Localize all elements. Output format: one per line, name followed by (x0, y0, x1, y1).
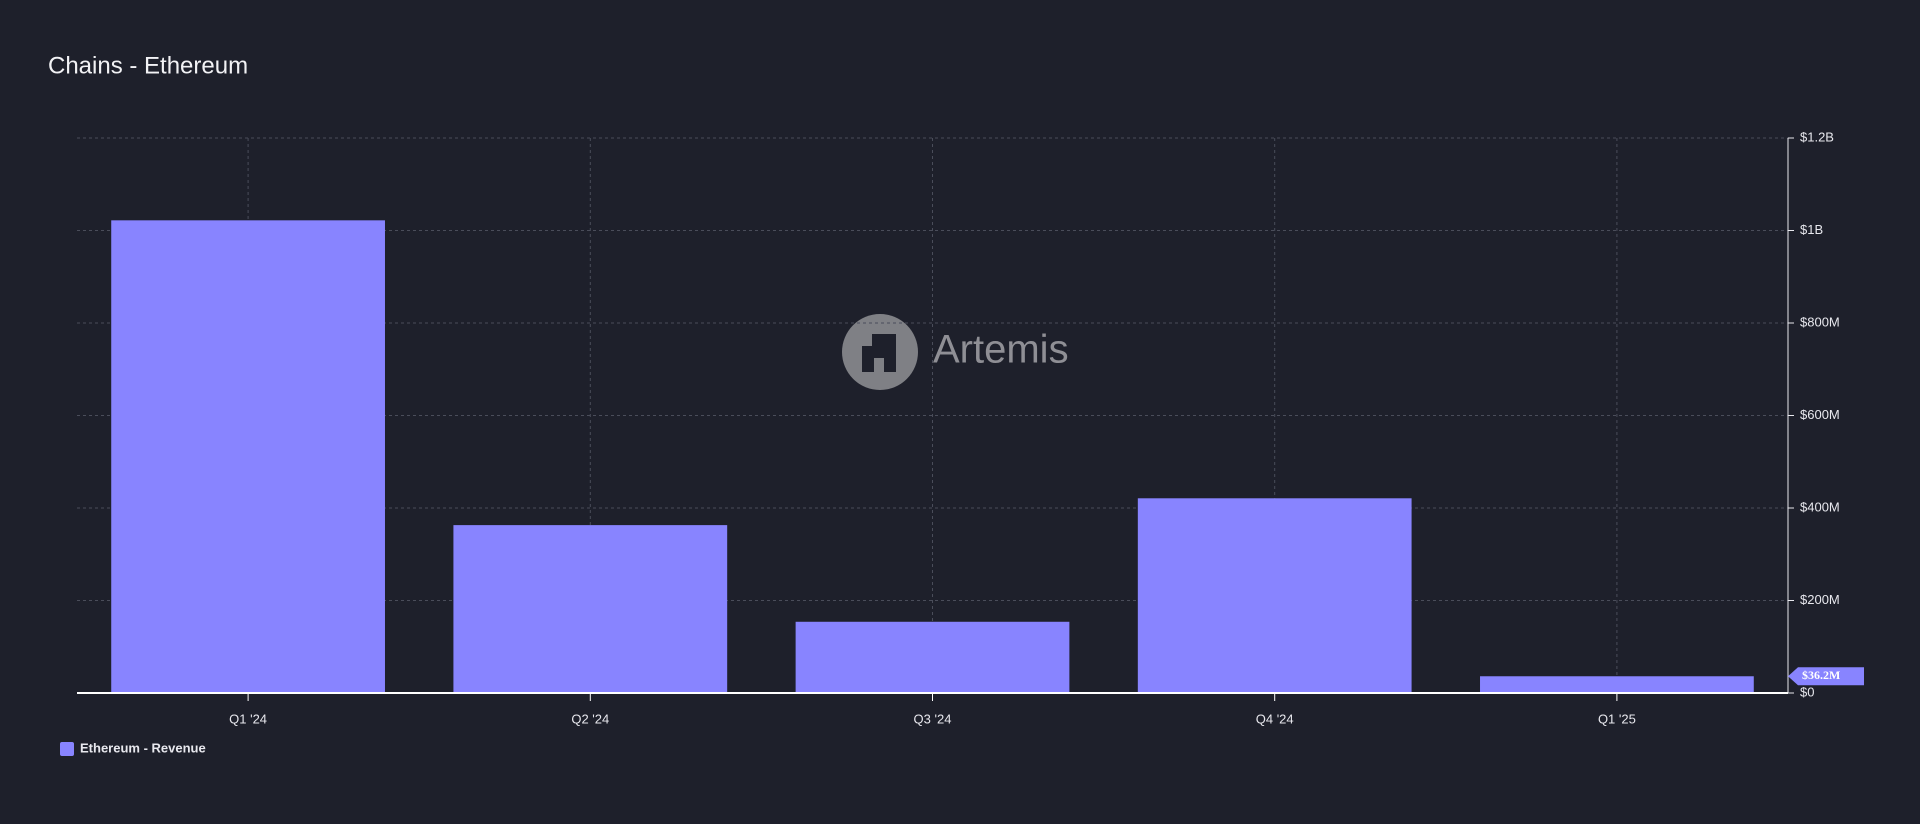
y-tick-label: $1.2B (1800, 129, 1834, 144)
y-tick-label: $600M (1800, 407, 1840, 422)
y-tick-label: $800M (1800, 314, 1840, 329)
chart-title: Chains - Ethereum (48, 52, 248, 79)
bar (1137, 498, 1412, 693)
value-label: $36.2M (1802, 668, 1840, 682)
legend-label: Ethereum - Revenue (80, 740, 206, 755)
x-tick-label: Q1 '25 (1598, 711, 1636, 726)
x-tick-label: Q2 '24 (571, 711, 609, 726)
watermark-logo (842, 314, 918, 390)
y-tick-label: $200M (1800, 592, 1840, 607)
value-label-tag (1788, 667, 1864, 686)
watermark: Artemis (933, 328, 1069, 372)
y-tick-label: $1B (1800, 222, 1823, 237)
bar (453, 525, 728, 693)
x-tick-label: Q3 '24 (914, 711, 952, 726)
bar (1480, 676, 1754, 693)
bar (795, 621, 1070, 693)
x-tick-label: Q1 '24 (229, 711, 267, 726)
y-tick-label: $0 (1800, 684, 1814, 699)
legend-swatch (60, 742, 74, 756)
x-tick-label: Q4 '24 (1256, 711, 1294, 726)
bar (111, 220, 385, 693)
y-tick-label: $400M (1800, 499, 1840, 514)
